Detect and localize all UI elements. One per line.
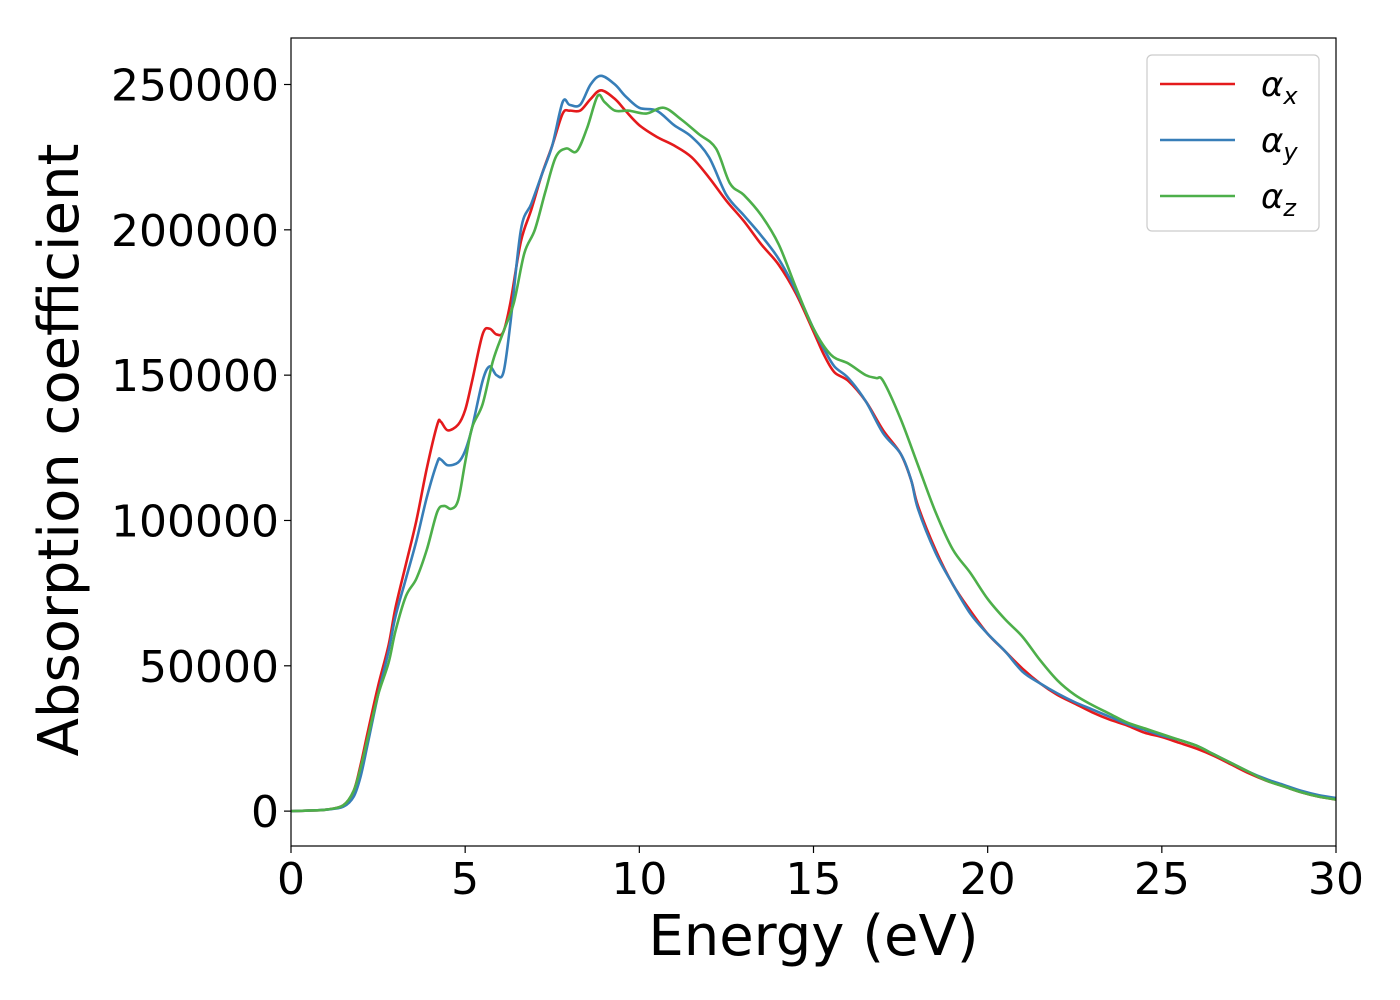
legend-entry-z: αz [1160,177,1297,222]
x-axis-label: Energy (eV) [648,904,978,969]
series-line-z [291,93,1336,813]
legend-box [1146,54,1320,232]
x-tick-label: 25 [1134,854,1190,905]
y-axis-label: Absorption coefficient [27,144,92,757]
series-line-y [291,74,1336,813]
legend-entry-x: αx [1160,65,1298,110]
x-tick-label: 0 [277,854,305,905]
x-tick-label: 10 [611,854,667,905]
y-tick-label: 50000 [139,642,279,693]
y-axis-ticks: 0 50000 100000 150000 200000 250000 [111,61,291,838]
y-tick-label: 250000 [111,61,279,112]
x-tick-label: 20 [960,854,1016,905]
legend-entry-y: αy [1160,121,1298,166]
x-tick-label: 30 [1308,854,1364,905]
y-tick-label: 200000 [111,206,279,257]
series-line-x [291,89,1336,813]
legend: αx αy αz [1146,54,1320,232]
series-layer [291,74,1336,813]
x-axis-ticks: 0 5 10 15 20 25 30 [277,846,1364,905]
legend-label: αx [1261,65,1298,110]
x-tick-label: 5 [451,854,479,905]
legend-label: αz [1261,177,1297,222]
y-tick-label: 150000 [111,351,279,402]
y-tick-label: 100000 [111,496,279,547]
legend-label: αy [1261,121,1298,166]
x-tick-label: 15 [786,854,842,905]
y-tick-label: 0 [251,787,279,838]
